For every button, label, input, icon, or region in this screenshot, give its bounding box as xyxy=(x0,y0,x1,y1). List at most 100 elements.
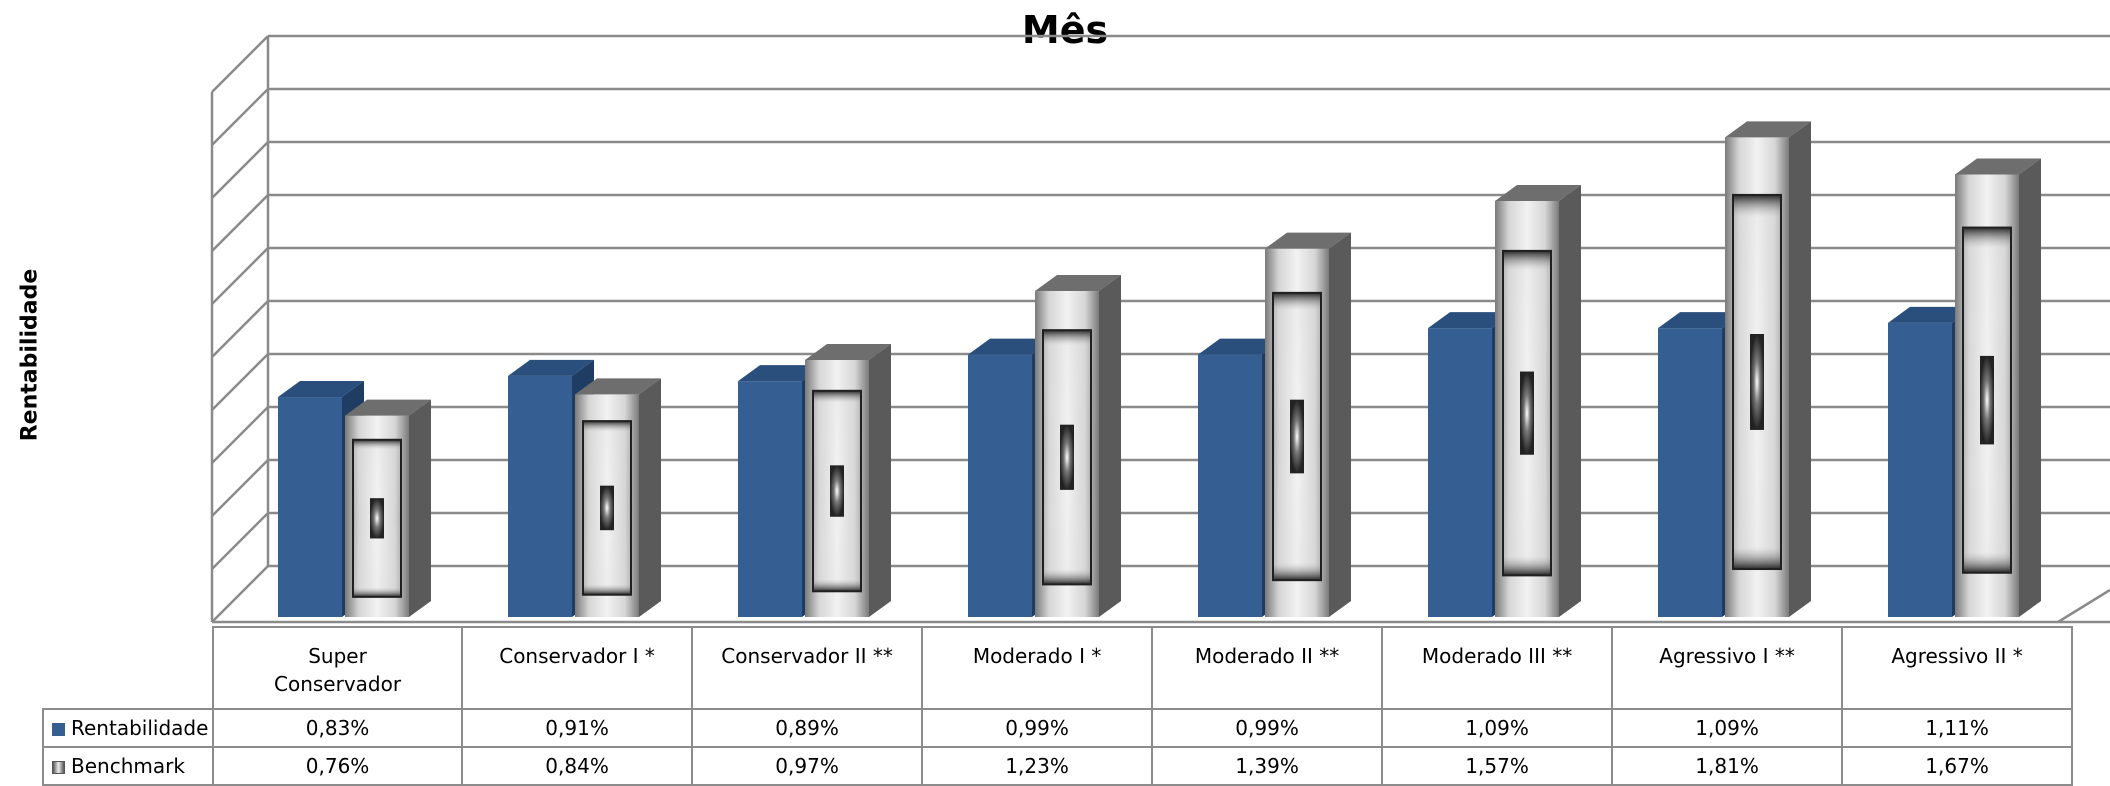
bar-front xyxy=(1428,328,1492,617)
data-label: 0,99% xyxy=(921,708,1154,748)
bar-core xyxy=(1750,334,1764,430)
bar-inner-frame xyxy=(1502,249,1552,577)
bar-top xyxy=(1495,184,1581,201)
data-label: 1,39% xyxy=(1151,746,1384,786)
series-row-benchmark: Benchmark 0,76% 0,84% 0,97% 1,23% 1,39% … xyxy=(42,746,2074,786)
data-label: 0,89% xyxy=(691,708,924,748)
bar-front xyxy=(968,354,1032,617)
category-label: Moderado II ** xyxy=(1151,626,1384,710)
data-label: 0,97% xyxy=(691,746,924,786)
legend-label: Benchmark xyxy=(71,754,185,778)
bar-top xyxy=(1888,306,1974,323)
data-label: 0,84% xyxy=(461,746,694,786)
bar-inner-frame xyxy=(1732,193,1782,571)
gridline-side xyxy=(211,35,269,93)
category-label: Conservador I * xyxy=(461,626,694,710)
bar-top xyxy=(508,359,594,376)
gridline-side xyxy=(211,512,269,570)
bar-side xyxy=(869,343,891,617)
bar-inner-frame xyxy=(1272,291,1322,582)
bar-top xyxy=(1265,232,1351,249)
bar-front xyxy=(508,375,572,617)
gridline-side xyxy=(211,194,269,252)
bar-side xyxy=(639,378,661,617)
legend-label: Rentabilidade xyxy=(71,716,209,740)
bars xyxy=(278,121,2041,617)
bar-benchmark xyxy=(345,399,431,617)
bar-top xyxy=(805,343,891,360)
legend-entry-benchmark: Benchmark xyxy=(42,746,214,786)
bar-core xyxy=(370,498,384,539)
bar-top xyxy=(968,338,1054,355)
gridline-side xyxy=(211,565,269,623)
floor-right-edge xyxy=(2057,588,2110,624)
bar-top xyxy=(278,381,364,398)
category-label: Agressivo I ** xyxy=(1611,626,1844,710)
category-row: Super Conservador Conservador I * Conser… xyxy=(43,626,2074,710)
category-label: Super Conservador xyxy=(211,626,464,710)
bar-benchmark xyxy=(805,343,891,617)
gridlines xyxy=(210,34,2110,624)
data-label: 0,91% xyxy=(461,708,694,748)
bar-top xyxy=(1198,338,1284,355)
bar-top xyxy=(738,365,824,382)
legend-key-rentabilidade xyxy=(52,723,65,736)
gridline-side xyxy=(211,300,269,358)
data-label: 1,09% xyxy=(1611,708,1844,748)
bar-benchmark xyxy=(1955,158,2041,617)
bar-inner-frame xyxy=(582,420,632,596)
chart-title: Mês xyxy=(1021,8,1109,52)
bar-benchmark xyxy=(1495,184,1581,617)
bar-side xyxy=(1789,121,1811,617)
data-label: 1,57% xyxy=(1381,746,1614,786)
bar-side xyxy=(2019,158,2041,617)
bar-inner-frame xyxy=(1042,329,1092,586)
data-label: 0,83% xyxy=(211,708,464,748)
bar-side xyxy=(1099,275,1121,617)
data-label: 1,09% xyxy=(1381,708,1614,748)
category-label: Moderado I * xyxy=(921,626,1154,710)
bar-top xyxy=(1725,121,1811,138)
data-label: 1,23% xyxy=(921,746,1154,786)
bar-benchmark xyxy=(1035,275,1121,617)
data-label: 1,67% xyxy=(1841,746,2074,786)
bar-inner-frame xyxy=(1962,226,2012,574)
bar-top xyxy=(575,378,661,395)
bar-side xyxy=(409,399,431,617)
bar-side xyxy=(1329,232,1351,617)
bar-top xyxy=(1658,312,1744,329)
bar-front xyxy=(278,397,342,617)
bar-benchmark xyxy=(1265,232,1351,617)
bar-top xyxy=(1955,158,2041,175)
bar-benchmark xyxy=(575,378,661,617)
data-label: 1,11% xyxy=(1841,708,2074,748)
bar-inner-frame xyxy=(352,438,402,598)
bar-front xyxy=(1198,354,1262,617)
bar-core xyxy=(830,465,844,517)
category-label: Moderado III ** xyxy=(1381,626,1614,710)
data-label: 0,99% xyxy=(1151,708,1384,748)
legend-key-benchmark xyxy=(52,761,65,774)
series-row-rentabilidade: Rentabilidade 0,83% 0,91% 0,89% 0,99% 0,… xyxy=(42,708,2074,748)
gridline-side xyxy=(211,406,269,464)
category-label: Conservador II ** xyxy=(691,626,924,710)
data-label: 0,76% xyxy=(211,746,464,786)
bar-core xyxy=(1520,371,1534,455)
gridline-side xyxy=(211,459,269,517)
data-table: Super Conservador Conservador I * Conser… xyxy=(42,626,2074,786)
bar-core xyxy=(1290,399,1304,474)
category-label: Agressivo II * xyxy=(1841,626,2074,710)
bar-front xyxy=(1888,322,1952,617)
gridline-side xyxy=(211,353,269,411)
gridline-side xyxy=(211,247,269,305)
bar-benchmark xyxy=(1725,121,1811,617)
bar-front xyxy=(738,381,802,617)
bar-top xyxy=(345,399,431,416)
legend-entry-rentabilidade: Rentabilidade xyxy=(42,708,214,748)
bar-core xyxy=(600,485,614,531)
bar-core xyxy=(1060,424,1074,490)
bar-core xyxy=(1980,355,1994,445)
bar-inner-frame xyxy=(812,389,862,593)
bar-front xyxy=(1658,328,1722,617)
bar-top xyxy=(1035,275,1121,292)
